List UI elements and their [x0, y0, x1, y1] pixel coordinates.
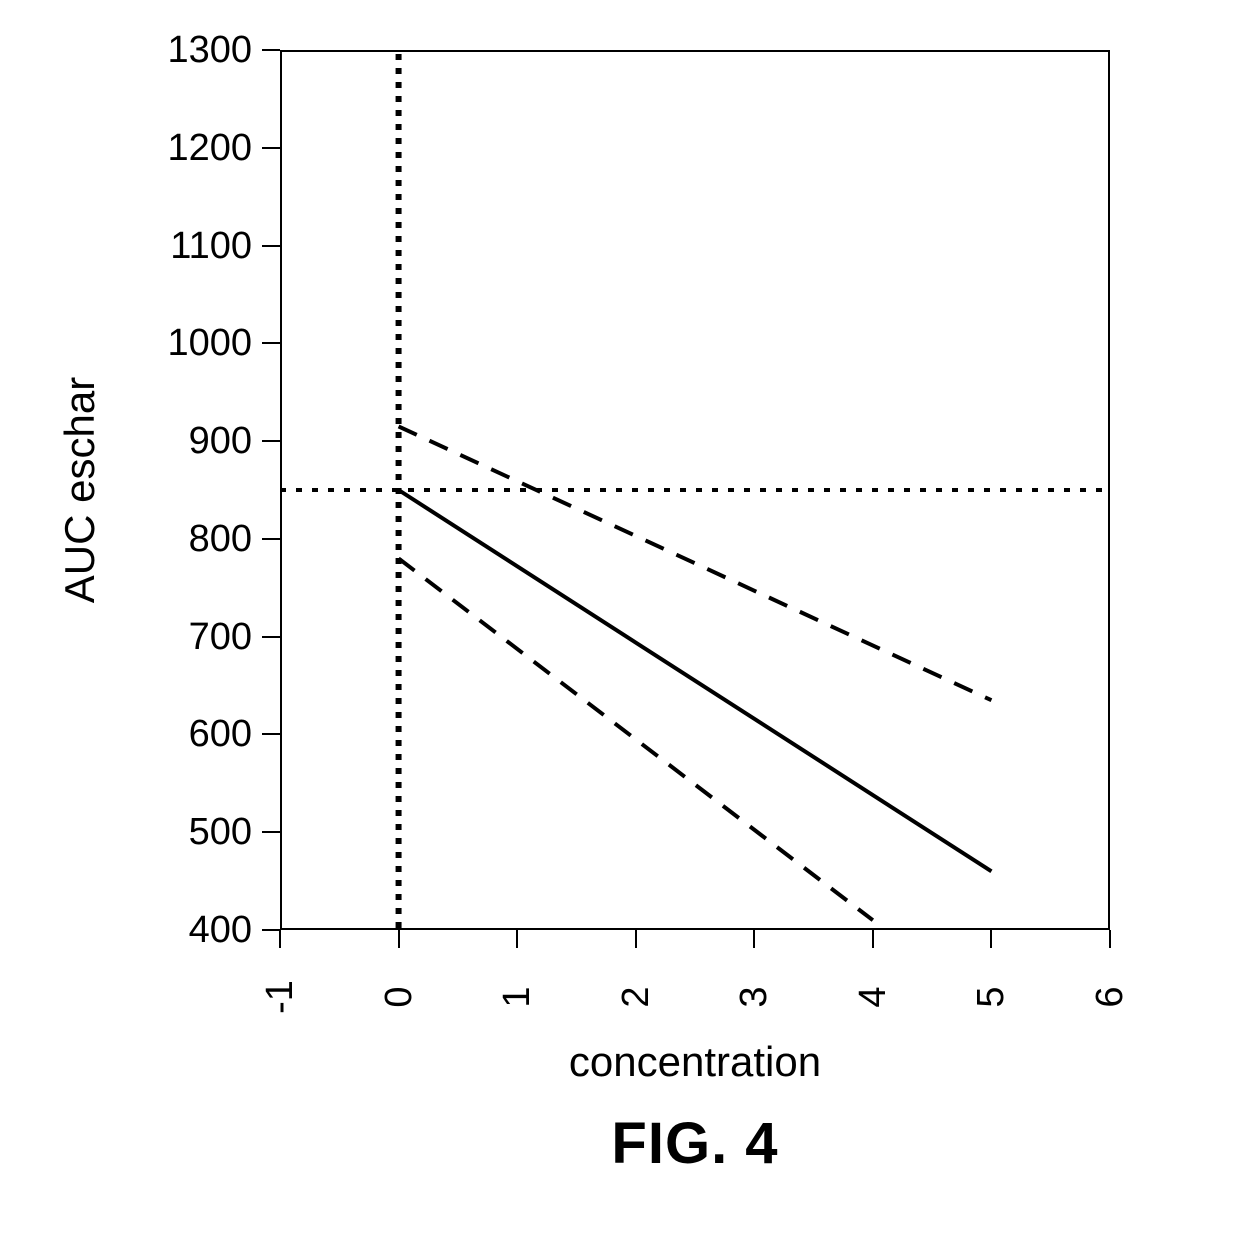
figure-caption: FIG. 4 — [611, 1110, 778, 1177]
y-tick-label: 1300 — [167, 31, 252, 69]
y-tick-mark — [262, 49, 280, 51]
y-tick-mark — [262, 831, 280, 833]
fit-line — [399, 490, 992, 871]
y-tick-mark — [262, 245, 280, 247]
y-tick-label: 500 — [189, 813, 252, 851]
x-tick-mark — [1109, 930, 1111, 948]
y-tick-label: 400 — [189, 911, 252, 949]
upper-band-line — [399, 426, 992, 700]
y-tick-mark — [262, 636, 280, 638]
x-tick-label: 1 — [498, 986, 536, 1007]
x-tick-label: 5 — [972, 986, 1010, 1007]
y-tick-label: 900 — [189, 422, 252, 460]
x-tick-mark — [635, 930, 637, 948]
x-tick-label: 0 — [380, 986, 418, 1007]
x-tick-label: 6 — [1091, 986, 1129, 1007]
y-tick-mark — [262, 342, 280, 344]
x-tick-mark — [279, 930, 281, 948]
figure-wrap: 400 500 600 700 800 900 1000 1100 1200 1300 -1 0 1 2… — [0, 0, 1240, 1234]
x-tick-mark — [872, 930, 874, 948]
y-tick-label: 600 — [189, 715, 252, 753]
y-tick-label: 1100 — [170, 227, 252, 265]
x-tick-label: -1 — [261, 980, 299, 1014]
y-tick-label: 800 — [189, 520, 252, 558]
y-tick-mark — [262, 147, 280, 149]
x-tick-mark — [398, 930, 400, 948]
x-tick-label: 2 — [617, 986, 655, 1007]
y-tick-mark — [262, 538, 280, 540]
y-tick-label: 700 — [189, 618, 252, 656]
y-tick-mark — [262, 929, 280, 931]
y-tick-label: 1200 — [167, 129, 252, 167]
y-tick-mark — [262, 440, 280, 442]
x-tick-label: 4 — [854, 986, 892, 1007]
y-tick-mark — [262, 733, 280, 735]
y-axis-label: AUC eschar — [56, 377, 104, 603]
x-tick-label: 3 — [735, 986, 773, 1007]
y-tick-label: 1000 — [167, 324, 252, 362]
x-axis-label: concentration — [569, 1038, 821, 1086]
x-tick-mark — [990, 930, 992, 948]
x-tick-mark — [516, 930, 518, 948]
x-tick-mark — [753, 930, 755, 948]
